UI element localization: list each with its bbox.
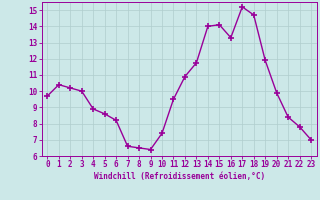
X-axis label: Windchill (Refroidissement éolien,°C): Windchill (Refroidissement éolien,°C) [94, 172, 265, 181]
